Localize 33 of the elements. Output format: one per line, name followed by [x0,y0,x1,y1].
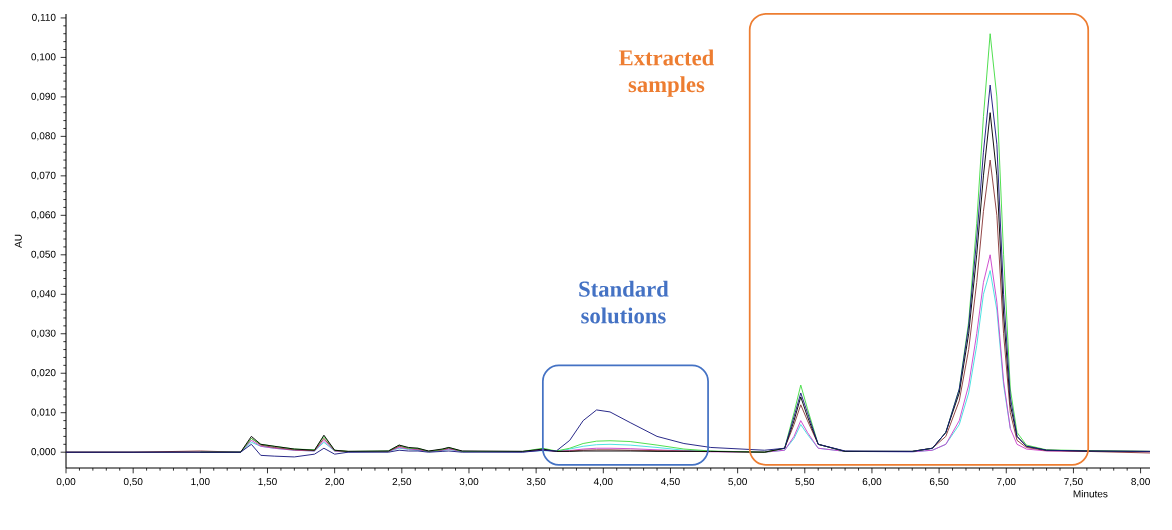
x-tick-label: 7,50 [1064,478,1083,487]
y-tick-label: 0,070 [31,171,56,180]
y-tick-label: 0,010 [31,408,56,417]
x-tick-label: 3,50 [526,478,546,487]
x-tick-label: 7,00 [997,478,1016,487]
y-tick-label: 0,040 [31,290,56,299]
x-tick-label: 8,00 [1131,478,1150,487]
x-tick-label: 5,50 [795,478,815,487]
x-tick-label: 1,00 [191,478,210,487]
y-tick-label: 0,020 [31,369,56,378]
y-tick-label: 0,100 [31,53,56,62]
annotation: Standard solutions [579,280,669,324]
x-axis-title: Minutes [1073,490,1108,498]
x-tick-label: 2,00 [325,478,344,487]
y-tick-label: 0,090 [31,92,56,102]
y-tick-label: 0,110 [32,13,56,23]
x-tick-label: 6,50 [929,478,949,487]
y-axis-title: AU [14,234,22,248]
x-tick-label: 1,50 [258,478,277,487]
y-tick-label: 0,000 [31,448,56,457]
x-tick-label: 6,00 [862,478,882,487]
x-tick-label: 0,00 [56,478,76,487]
x-tick-label: 3,00 [459,478,479,487]
x-tick-label: 2,50 [392,478,412,487]
y-tick-label: 0,050 [31,250,56,259]
x-tick-label: 0,50 [123,478,143,487]
y-tick-label: 0,030 [31,329,56,338]
y-tick-label: 0,080 [31,132,56,141]
y-tick-label: 0,060 [31,211,56,220]
x-tick-label: 4,00 [593,478,613,487]
annotation: Extracted samples [619,49,715,97]
x-tick-label: 5,00 [728,478,747,487]
x-tick-label: 4,50 [660,478,680,487]
